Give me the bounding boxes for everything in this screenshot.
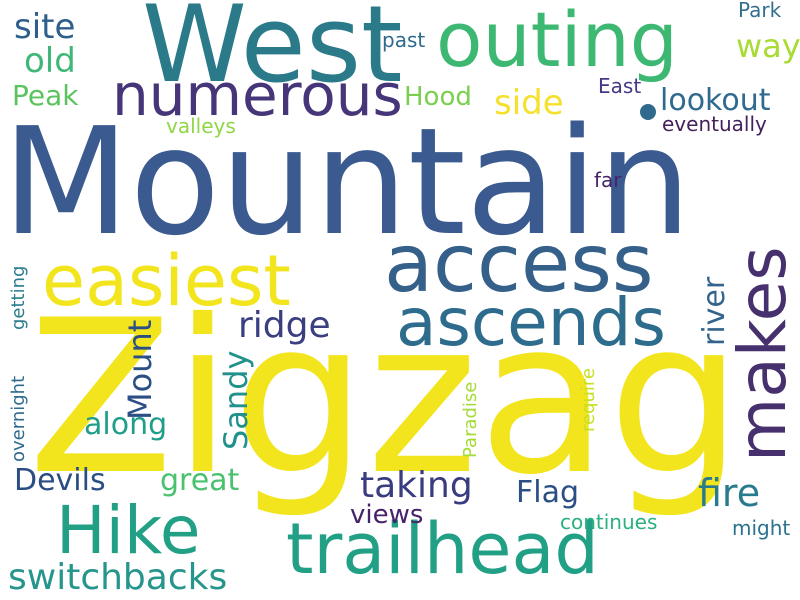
word-way: way	[736, 27, 800, 65]
word-hike: Hike	[56, 492, 201, 569]
word-getting: getting	[8, 265, 29, 330]
word-views: views	[350, 500, 424, 530]
word-peak: Peak	[12, 79, 79, 112]
word-makes: makes	[724, 246, 800, 462]
word-site: site	[14, 7, 76, 47]
word-side: side	[494, 83, 564, 123]
word-paradise: Paradise	[460, 381, 481, 458]
word-zigzag: Zigzag	[28, 274, 743, 521]
word-hood: Hood	[404, 82, 472, 112]
word-sandy: Sandy	[217, 350, 255, 450]
word-east: East	[598, 74, 642, 98]
word-past: past	[382, 28, 426, 52]
word-switchbacks: switchbacks	[8, 557, 228, 598]
word-taking: taking	[360, 465, 473, 506]
word-flag: Flag	[516, 475, 580, 510]
word-trailhead: trailhead	[286, 508, 599, 590]
word-devils: Devils	[14, 463, 106, 498]
word-mount: Mount	[121, 319, 159, 420]
word-lookout: lookout	[660, 83, 771, 118]
word-far: far	[594, 168, 622, 192]
word-dot	[640, 104, 656, 120]
word-old: old	[24, 41, 76, 81]
word-continues: continues	[560, 510, 658, 534]
word-outing: outing	[436, 0, 678, 84]
word-west: West	[142, 0, 403, 106]
word-easiest: easiest	[42, 240, 291, 322]
word-require: require	[578, 368, 599, 432]
word-park: Park	[738, 0, 782, 22]
word-eventually: eventually	[662, 112, 767, 136]
word-ridge: ridge	[238, 305, 331, 346]
word-numerous: numerous	[112, 61, 403, 129]
word-river: river	[697, 276, 732, 346]
word-along: along	[84, 407, 168, 442]
word-ascends: ascends	[396, 284, 666, 361]
word-fire: fire	[698, 471, 761, 515]
word-might: might	[732, 516, 791, 540]
word-valleys: valleys	[166, 114, 236, 138]
word-access: access	[384, 217, 654, 310]
word-mountain: Mountain	[2, 96, 692, 268]
word-great: great	[160, 463, 240, 498]
word-overnight: overnight	[8, 375, 29, 462]
